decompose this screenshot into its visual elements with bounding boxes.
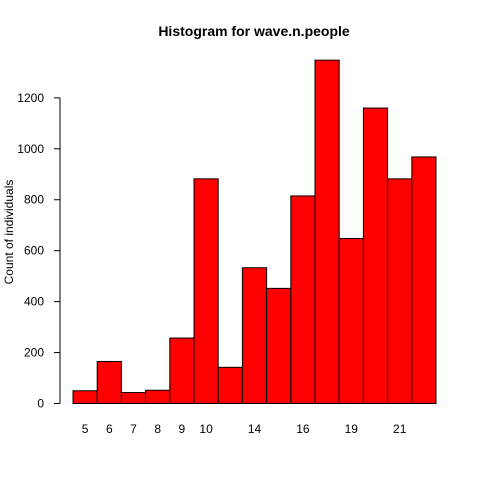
y-axis-label: Count of individuals bbox=[2, 180, 16, 285]
histogram-bar bbox=[217, 366, 243, 404]
y-axis: 0 200 400 600 800 1000 1200 bbox=[17, 91, 61, 411]
bars-group bbox=[72, 59, 437, 405]
x-tick-label: 21 bbox=[393, 422, 407, 436]
x-tick-label: 7 bbox=[130, 422, 137, 436]
histogram-bar bbox=[145, 389, 171, 405]
histogram-bar bbox=[314, 59, 340, 404]
histogram-bar bbox=[266, 287, 292, 405]
x-tick-label: 14 bbox=[248, 422, 262, 436]
x-tick-label: 9 bbox=[179, 422, 186, 436]
histogram-bar bbox=[96, 360, 122, 404]
x-axis-tick-labels: 5 6 7 8 9 10 14 16 19 21 bbox=[82, 422, 407, 436]
histogram-bar bbox=[387, 178, 413, 404]
chart-title: Histogram for wave.n.people bbox=[158, 23, 350, 39]
x-tick-label: 16 bbox=[296, 422, 310, 436]
x-tick-label: 10 bbox=[199, 422, 213, 436]
y-tick-label: 600 bbox=[24, 244, 44, 258]
histogram-bar bbox=[193, 178, 219, 404]
x-tick-label: 5 bbox=[82, 422, 89, 436]
y-tick-label: 800 bbox=[24, 193, 44, 207]
y-tick-label: 200 bbox=[24, 346, 44, 360]
histogram-bar bbox=[169, 337, 195, 405]
y-tick-label: 400 bbox=[24, 295, 44, 309]
x-tick-label: 8 bbox=[154, 422, 161, 436]
x-tick-label: 19 bbox=[345, 422, 359, 436]
histogram-bar bbox=[72, 390, 98, 405]
histogram-bar bbox=[362, 107, 389, 405]
histogram-bar bbox=[241, 267, 268, 404]
y-tick-label: 0 bbox=[37, 397, 44, 411]
histogram-bar bbox=[120, 392, 147, 404]
histogram-bar bbox=[411, 156, 437, 404]
y-tick-label: 1200 bbox=[17, 91, 44, 105]
x-tick-label: 6 bbox=[106, 422, 113, 436]
histogram-bar bbox=[338, 237, 364, 404]
y-tick-label: 1000 bbox=[17, 142, 44, 156]
histogram-bar bbox=[290, 195, 316, 404]
